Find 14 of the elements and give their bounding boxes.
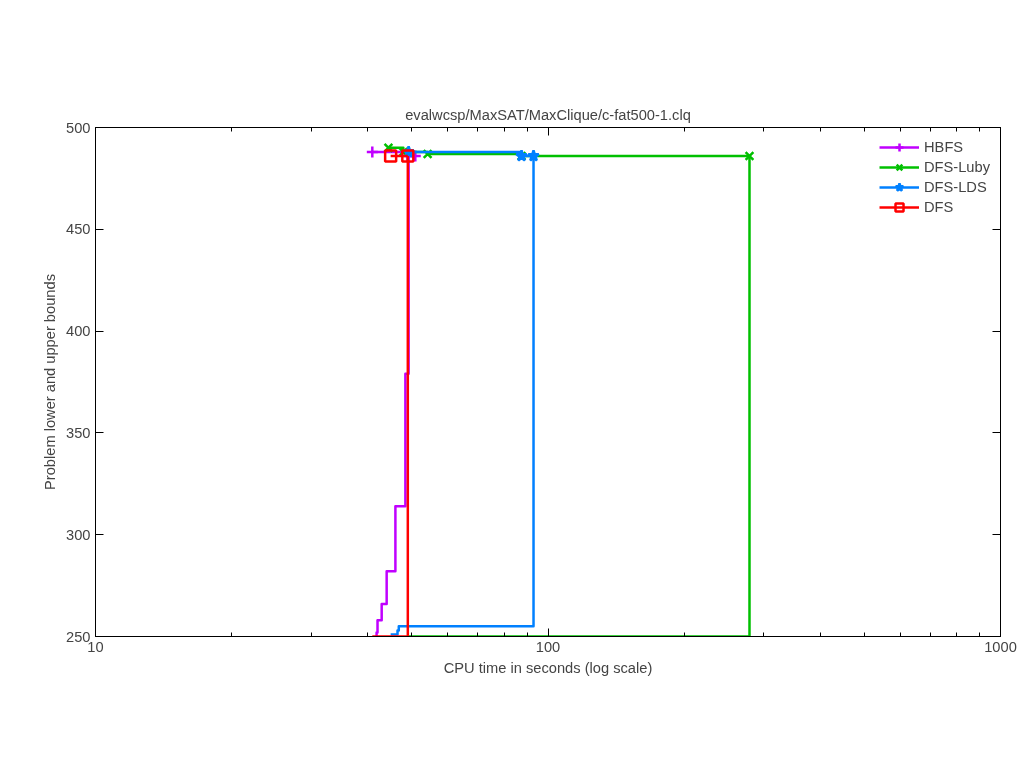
y-tick-label: 450 bbox=[66, 221, 91, 238]
x-tick-label: 100 bbox=[535, 638, 561, 655]
y-axis-title: Problem lower and upper bounds bbox=[42, 274, 59, 490]
legend-label: DFS bbox=[924, 199, 954, 215]
legend-label: HBFS bbox=[924, 139, 964, 155]
x-axis-title: CPU time in seconds (log scale) bbox=[443, 659, 653, 676]
y-tick-label: 400 bbox=[66, 323, 91, 340]
legend-label: DFS-LDS bbox=[924, 179, 987, 195]
y-tick-label: 300 bbox=[66, 526, 91, 543]
legend-label: DFS-Luby bbox=[924, 159, 990, 175]
x-tick-label: 1000 bbox=[984, 638, 1017, 655]
y-tick-label: 500 bbox=[66, 119, 91, 136]
chart-title: evalwcsp/MaxSAT/MaxClique/c-fat500-1.clq bbox=[405, 106, 691, 123]
y-tick-label: 350 bbox=[66, 424, 91, 441]
